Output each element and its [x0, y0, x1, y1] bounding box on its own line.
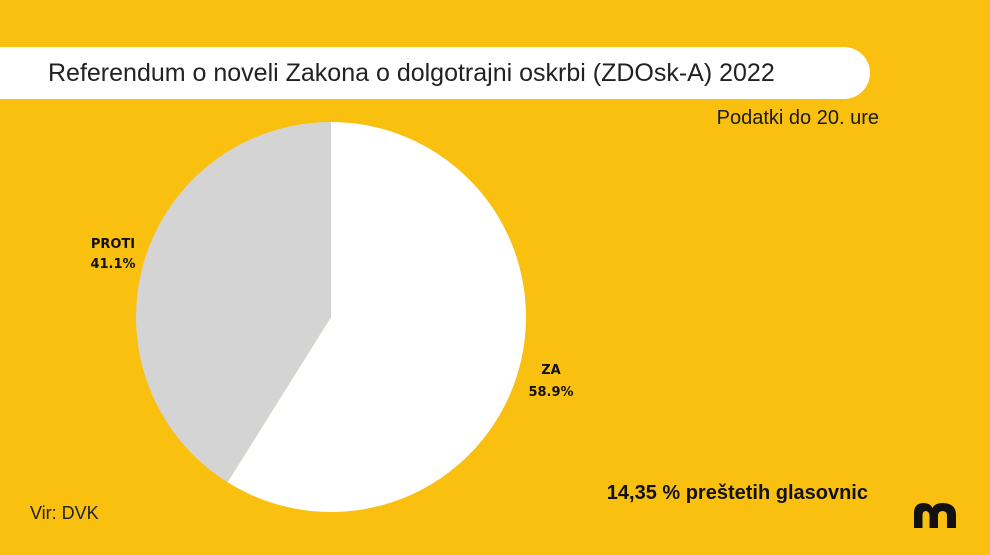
slice-label-proti-value: 41.1%: [90, 257, 135, 272]
pie-slice-za: [227, 122, 526, 512]
pie-slices: [135, 122, 526, 512]
slice-label-za-value: 58.9%: [528, 385, 573, 400]
pie-slice-proti: [135, 122, 331, 483]
m-logo-icon: [914, 503, 956, 528]
slice-label-proti-name: PROTI: [91, 237, 135, 252]
data-timestamp: Podatki do 20. ure: [716, 107, 879, 129]
page-title: Referendum o noveli Zakona o dolgotrajni…: [48, 58, 775, 87]
title-bar: Referendum o noveli Zakona o dolgotrajni…: [0, 47, 870, 99]
slice-label-za-name: ZA: [541, 363, 561, 378]
counted-ballots: 14,35 % preštetih glasovnic: [606, 482, 868, 504]
source-label: Vir: DVK: [30, 503, 99, 523]
